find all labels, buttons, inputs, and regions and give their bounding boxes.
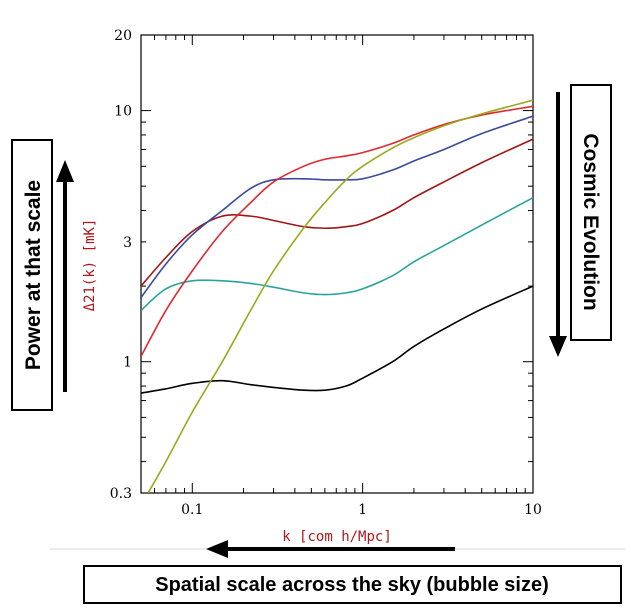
y-tick-label: 3 — [123, 235, 132, 251]
axis-ticks — [140, 34, 534, 494]
y-axis-title: Δ21(k) [mK] — [82, 219, 98, 312]
y-tick-label: 20 — [114, 28, 132, 44]
series-line-2 — [141, 196, 533, 312]
y-tick-label: 1 — [123, 355, 132, 371]
series-line-5 — [141, 105, 533, 357]
scale-label: Spatial scale across the sky (bubble siz… — [155, 574, 549, 596]
series-line-1 — [141, 285, 533, 394]
series-line-4 — [141, 115, 533, 299]
arrow-left-icon — [206, 540, 228, 558]
x-tick-label: 0.1 — [181, 502, 203, 518]
x-axis-title: k [com h/Mpc] — [282, 529, 392, 545]
power-label-box — [11, 139, 53, 411]
arrow-up-icon — [56, 160, 74, 182]
y-tick-label: 10 — [114, 104, 132, 120]
evolution-annotation: Cosmic Evolution — [549, 84, 612, 357]
evolution-label-box — [570, 84, 612, 341]
scale-annotation: Spatial scale across the sky (bubble siz… — [83, 565, 622, 604]
series-layer — [141, 99, 533, 493]
y-tick-label: 0.3 — [110, 486, 132, 502]
evolution-label: Cosmic Evolution — [579, 133, 602, 310]
plot-frame — [140, 34, 534, 494]
arrow-down-icon — [549, 336, 567, 357]
series-line-6 — [147, 99, 533, 493]
power-label: Power at that scale — [22, 180, 45, 370]
x-tick-label: 1 — [358, 502, 367, 518]
scale-label-box — [83, 565, 622, 604]
series-line-3 — [141, 138, 533, 287]
axis-tick-labels: 0.1 1 10 0.3 1 3 10 20 — [110, 28, 542, 518]
power-annotation: Power at that scale — [11, 139, 74, 411]
x-tick-label: 10 — [524, 502, 542, 518]
